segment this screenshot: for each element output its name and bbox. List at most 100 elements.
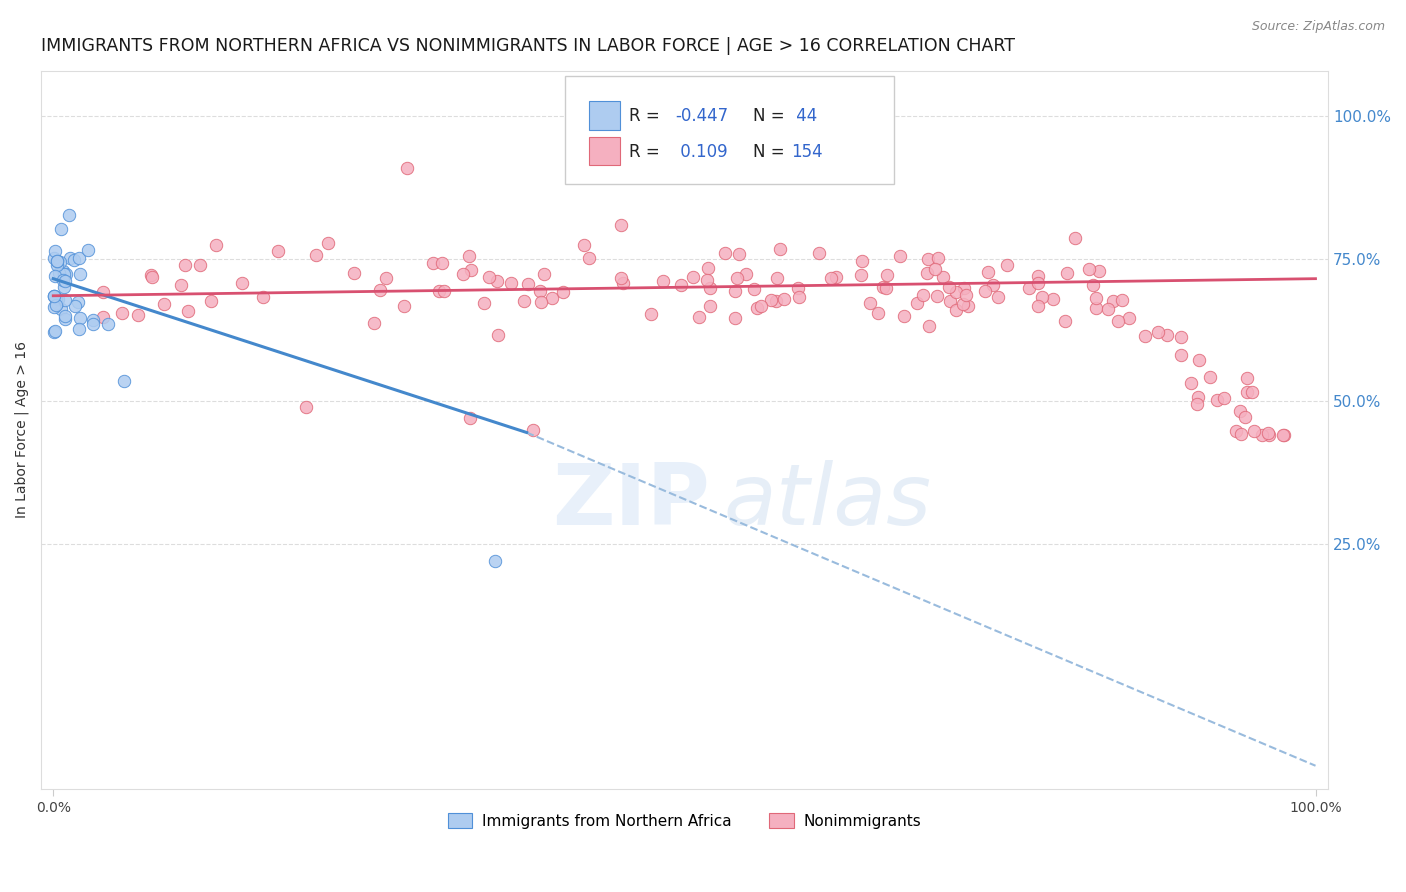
Point — [294, 400, 316, 414]
Point — [82, 317, 104, 331]
Point — [82, 313, 104, 327]
Point — [1084, 291, 1107, 305]
Point — [610, 271, 633, 285]
Point — [67, 251, 90, 265]
Point — [1102, 293, 1125, 308]
Point — [69, 311, 91, 326]
Point — [44, 289, 66, 303]
Point — [516, 277, 538, 291]
Point — [1107, 313, 1129, 327]
Point — [1118, 311, 1140, 326]
Point — [915, 266, 938, 280]
Point — [1180, 376, 1202, 390]
Point — [1198, 370, 1220, 384]
Point — [112, 374, 135, 388]
Point — [45, 298, 67, 312]
Point — [1026, 269, 1049, 284]
Point — [141, 268, 163, 282]
Point — [682, 269, 704, 284]
Point — [252, 290, 274, 304]
Point — [769, 242, 792, 256]
Point — [46, 258, 69, 272]
Point — [392, 299, 415, 313]
Point — [478, 270, 501, 285]
Text: 154: 154 — [792, 143, 823, 161]
FancyBboxPatch shape — [565, 76, 894, 184]
Point — [422, 255, 444, 269]
Point — [91, 285, 114, 300]
Point — [55, 312, 77, 326]
Point — [77, 243, 100, 257]
Point — [44, 288, 66, 302]
Point — [973, 284, 995, 298]
Point — [745, 301, 768, 315]
Point — [927, 251, 949, 265]
Point — [612, 276, 634, 290]
Point — [484, 554, 506, 568]
Point — [1156, 328, 1178, 343]
Point — [170, 277, 193, 292]
Point — [1088, 264, 1111, 278]
Point — [699, 298, 721, 312]
Point — [65, 299, 87, 313]
Point — [725, 271, 748, 285]
Point — [1026, 276, 1049, 290]
Point — [316, 235, 339, 250]
Point — [893, 309, 915, 323]
Point — [141, 269, 163, 284]
Point — [671, 277, 693, 292]
Point — [924, 261, 946, 276]
Point — [44, 324, 66, 338]
Point — [44, 289, 66, 303]
Point — [177, 304, 200, 318]
Point — [433, 284, 456, 298]
Point — [67, 295, 90, 310]
Point — [925, 289, 948, 303]
Point — [995, 258, 1018, 272]
Point — [1053, 314, 1076, 328]
Point — [375, 270, 398, 285]
Point — [472, 295, 495, 310]
Point — [876, 268, 898, 282]
Point — [1135, 328, 1157, 343]
Point — [765, 293, 787, 308]
Point — [1258, 428, 1281, 442]
Point — [1236, 384, 1258, 399]
Text: Source: ZipAtlas.com: Source: ZipAtlas.com — [1251, 20, 1385, 33]
Point — [1213, 391, 1236, 405]
Point — [1081, 278, 1104, 293]
Point — [1085, 301, 1108, 315]
Point — [1063, 230, 1085, 244]
Point — [451, 268, 474, 282]
Point — [1031, 290, 1053, 304]
Point — [200, 294, 222, 309]
Point — [46, 254, 69, 268]
Point — [486, 328, 509, 343]
Point — [512, 294, 534, 309]
Point — [749, 299, 772, 313]
Text: N =: N = — [752, 143, 790, 161]
Text: -0.447: -0.447 — [675, 107, 728, 125]
Point — [773, 293, 796, 307]
Point — [430, 256, 453, 270]
Point — [987, 289, 1010, 303]
Point — [1170, 330, 1192, 344]
Point — [69, 268, 91, 282]
Point — [486, 274, 509, 288]
Point — [342, 266, 364, 280]
Point — [44, 252, 66, 266]
Point — [529, 284, 551, 298]
Point — [696, 261, 718, 276]
Point — [51, 222, 73, 236]
Point — [1240, 385, 1263, 400]
Point — [699, 281, 721, 295]
Point — [1187, 390, 1209, 404]
Point — [53, 280, 76, 294]
Point — [45, 295, 67, 310]
Point — [127, 308, 149, 322]
Point — [786, 281, 808, 295]
Point — [820, 271, 842, 285]
Point — [44, 325, 66, 339]
Point — [1056, 266, 1078, 280]
Point — [1229, 403, 1251, 417]
